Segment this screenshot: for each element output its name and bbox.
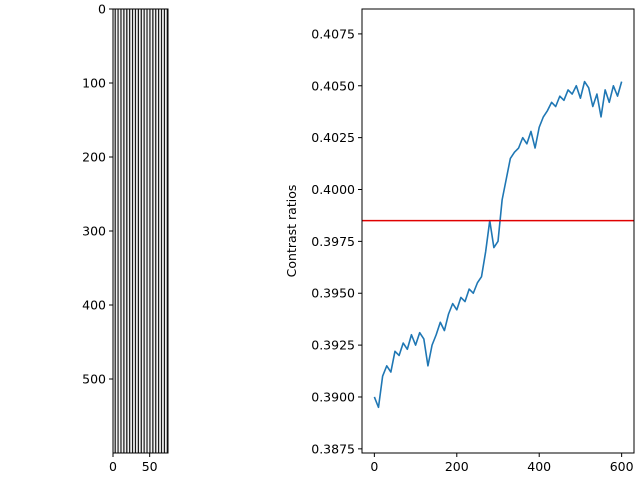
x-tick-label: 0 bbox=[109, 459, 117, 474]
stripe-light bbox=[165, 9, 167, 453]
stripe-light bbox=[115, 9, 118, 453]
stripe-dark bbox=[166, 9, 168, 453]
y-tick-label: 0.4000 bbox=[311, 182, 355, 197]
stripe-light bbox=[139, 9, 141, 453]
stripe-light bbox=[153, 9, 156, 453]
y-tick-label: 300 bbox=[82, 224, 106, 239]
stripe-light bbox=[118, 9, 121, 453]
stripe-light bbox=[124, 9, 127, 453]
y-tick-label: 0.3950 bbox=[311, 286, 355, 301]
y-tick-label: 400 bbox=[82, 298, 106, 313]
stripe-dark bbox=[143, 9, 145, 453]
series-line bbox=[373, 80, 623, 409]
y-tick-label: 0.3875 bbox=[311, 441, 355, 456]
stripe-light bbox=[127, 9, 130, 453]
stripe-light bbox=[130, 9, 132, 453]
y-tick-label: 0.3975 bbox=[311, 234, 355, 249]
stripe-light bbox=[144, 9, 147, 453]
line-chart-panel: 0 200 400 600 0.3875 0.3900 0.3925 0.3950 0.397… bbox=[284, 8, 635, 474]
y-tick-label: 200 bbox=[82, 150, 106, 165]
stripe-dark bbox=[129, 9, 131, 453]
x-tick-label: 0 bbox=[370, 459, 378, 474]
y-axis-label: Contrast ratios bbox=[284, 185, 299, 278]
stripe-light bbox=[113, 9, 115, 453]
y-tick-label: 100 bbox=[82, 76, 106, 91]
stripe-light bbox=[162, 9, 164, 453]
stripe-dark bbox=[134, 9, 137, 453]
stripe-light bbox=[133, 9, 135, 453]
stripe-light bbox=[136, 9, 138, 453]
stripe-light bbox=[159, 9, 161, 453]
stripe-dark bbox=[152, 9, 154, 453]
stripe-dark bbox=[149, 9, 151, 453]
line-y-ticks: 0.3875 0.3900 0.3925 0.3950 0.3975 0.4000 0.40… bbox=[311, 26, 362, 456]
stripe-light bbox=[156, 9, 159, 453]
x-tick-label: 50 bbox=[142, 459, 158, 474]
stripe-dark bbox=[126, 9, 128, 453]
line-x-ticks: 0 200 400 600 bbox=[370, 453, 634, 474]
y-tick-label: 0.4075 bbox=[311, 26, 355, 41]
stripe-dark bbox=[137, 9, 140, 453]
stripe-dark bbox=[131, 9, 134, 453]
stripe-dark bbox=[158, 9, 160, 453]
y-tick-label: 0.3925 bbox=[311, 338, 355, 353]
stripe-dark bbox=[140, 9, 142, 453]
plot-frame bbox=[361, 8, 635, 454]
x-tick-label: 200 bbox=[445, 459, 469, 474]
stripe-dark bbox=[163, 9, 166, 453]
stripe-dark bbox=[155, 9, 157, 453]
stripe-image bbox=[113, 9, 168, 453]
x-tick-label: 600 bbox=[610, 459, 634, 474]
stripe-dark bbox=[120, 9, 122, 453]
stripe-light bbox=[150, 9, 153, 453]
y-tick-label: 0.4050 bbox=[311, 78, 355, 93]
stripe-dark bbox=[160, 9, 163, 453]
stripe-dark bbox=[117, 9, 119, 453]
stripe-light bbox=[121, 9, 124, 453]
stripe-light bbox=[141, 9, 144, 453]
x-tick-label: 400 bbox=[527, 459, 551, 474]
stripe-dark bbox=[123, 9, 125, 453]
stripe-dark bbox=[114, 9, 116, 453]
y-tick-label: 500 bbox=[82, 372, 106, 387]
stripe-dark bbox=[146, 9, 148, 453]
y-tick-label: 0.4025 bbox=[311, 130, 355, 145]
image-x-ticks: 0 50 bbox=[109, 453, 158, 474]
stripe-light bbox=[147, 9, 150, 453]
image-y-ticks: 0 100 200 300 400 500 bbox=[82, 2, 113, 387]
y-tick-label: 0.3900 bbox=[311, 389, 355, 404]
y-tick-label: 0 bbox=[98, 2, 106, 17]
image-panel: 0 50 0 100 200 300 400 500 bbox=[82, 2, 169, 474]
